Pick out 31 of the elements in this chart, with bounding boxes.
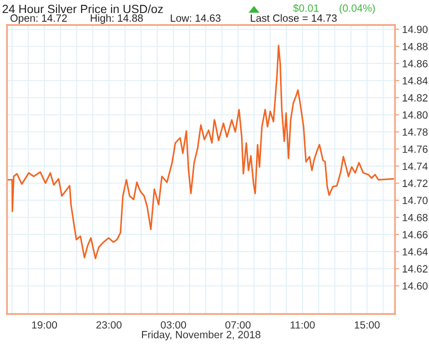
text: High: 14.88 bbox=[90, 14, 143, 24]
y-tick-label: 14.68 bbox=[402, 214, 428, 222]
x-tick-label: 23:00 bbox=[96, 321, 122, 329]
y-tick-label: 14.88 bbox=[402, 42, 428, 50]
y-tick-label: 14.70 bbox=[402, 196, 428, 204]
y-tick-label: 14.78 bbox=[402, 128, 428, 136]
x-tick-label: 03:00 bbox=[160, 321, 186, 329]
x-tick-label: 07:00 bbox=[225, 321, 251, 329]
y-tick-label: 14.84 bbox=[402, 77, 428, 84]
x-tick-label: 19:00 bbox=[32, 321, 57, 329]
y-tick-label: 14.74 bbox=[402, 162, 428, 170]
y-tick-label: 14.72 bbox=[402, 180, 428, 187]
y-tick-label: 14.80 bbox=[402, 111, 428, 119]
text: Open: 14.72 bbox=[10, 14, 67, 24]
y-tick-label: 14.60 bbox=[402, 282, 428, 290]
y-tick-label: 14.66 bbox=[402, 230, 428, 238]
x-tick-label: 11:00 bbox=[290, 321, 315, 329]
y-tick-label: 14.86 bbox=[402, 60, 428, 68]
x-axis-title: Friday, November 2, 2018 bbox=[142, 330, 260, 340]
y-tick-label: 14.76 bbox=[402, 145, 428, 153]
line-series bbox=[7, 44, 394, 260]
text: Last Close = 14.73 bbox=[250, 14, 337, 22]
y-tick-label: 14.82 bbox=[402, 94, 428, 102]
chart-title: 24 Hour Silver Price in USD/oz bbox=[2, 4, 163, 14]
x-tick-label: 15:00 bbox=[354, 321, 380, 329]
text: Low: 14.63 bbox=[170, 14, 221, 22]
text: (0.04%) bbox=[340, 4, 375, 14]
y-tick-label: 14.64 bbox=[402, 248, 428, 256]
y-tick-label: 14.90 bbox=[402, 26, 428, 34]
y-tick-label: 14.62 bbox=[402, 265, 428, 273]
text: $0.01 bbox=[293, 4, 319, 12]
